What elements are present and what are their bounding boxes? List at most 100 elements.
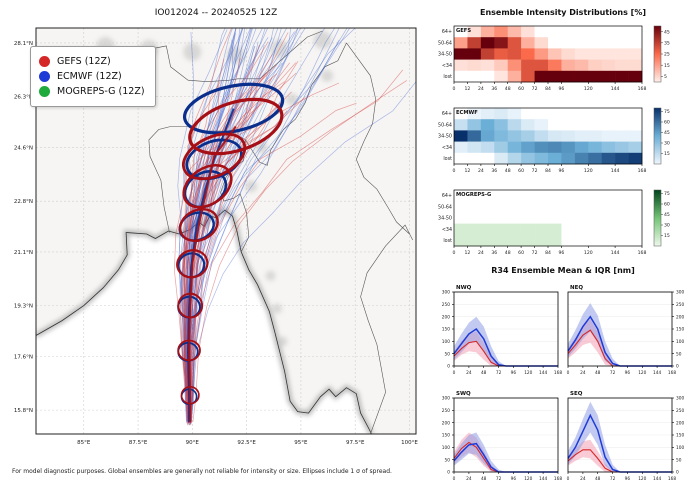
svg-text:0: 0 — [567, 476, 570, 482]
svg-text:168: 168 — [638, 250, 647, 256]
r34-chart-nwq: 0 24 48 72 96 120 144 168 0 50 100 150 200 250 300 NWQ — [432, 280, 563, 384]
svg-text:<34: <34 — [442, 63, 452, 69]
svg-text:50: 50 — [676, 457, 682, 463]
intensity-distributions-title: Ensemble Intensity Distributions [%] — [479, 8, 647, 17]
svg-text:0: 0 — [567, 370, 570, 376]
svg-text:300: 300 — [676, 396, 684, 402]
svg-text:72: 72 — [610, 476, 616, 482]
svg-text:168: 168 — [668, 370, 676, 376]
svg-text:24: 24 — [580, 370, 586, 376]
svg-text:150: 150 — [442, 327, 450, 333]
r34-chart-neq: 0 24 48 72 96 120 144 168 0 50 100 150 200 250 300 NEQ — [564, 280, 694, 384]
svg-text:22.8°N: 22.8°N — [14, 199, 33, 205]
svg-text:MOGREPS-G: MOGREPS-G — [456, 192, 491, 198]
svg-text:96: 96 — [558, 250, 564, 256]
svg-text:24: 24 — [466, 370, 472, 376]
svg-text:144: 144 — [653, 476, 661, 482]
svg-text:300: 300 — [676, 290, 684, 296]
svg-text:72: 72 — [496, 476, 502, 482]
svg-text:97.5°E: 97.5°E — [346, 440, 365, 446]
svg-text:120: 120 — [584, 86, 593, 92]
svg-text:96: 96 — [511, 476, 517, 482]
legend-item-gefs: GEFS (12Z) — [39, 56, 145, 67]
svg-text:24: 24 — [580, 476, 586, 482]
map-legend: GEFS (12Z) ECMWF (12Z) MOGREPS-G (12Z) — [30, 46, 156, 107]
svg-text:72: 72 — [496, 370, 502, 376]
svg-text:48: 48 — [505, 168, 511, 174]
svg-text:75: 75 — [664, 191, 670, 197]
svg-text:120: 120 — [638, 370, 646, 376]
svg-text:96: 96 — [625, 476, 631, 482]
svg-text:15: 15 — [664, 151, 670, 157]
svg-text:100: 100 — [442, 339, 450, 345]
svg-text:15: 15 — [664, 233, 670, 239]
svg-text:168: 168 — [638, 168, 647, 174]
svg-text:144: 144 — [611, 250, 620, 256]
svg-text:200: 200 — [676, 420, 684, 426]
svg-text:100: 100 — [676, 339, 684, 345]
svg-text:144: 144 — [653, 370, 661, 376]
svg-text:96: 96 — [625, 370, 631, 376]
svg-text:48: 48 — [481, 476, 487, 482]
map-svg: 15.8°N 17.6°N 19.3°N 21.1°N 22.8°N 24.6°N 26.3… — [14, 27, 418, 446]
svg-text:144: 144 — [611, 86, 620, 92]
svg-text:64+: 64+ — [442, 29, 452, 35]
svg-text:144: 144 — [539, 476, 547, 482]
svg-text:50-64: 50-64 — [438, 40, 452, 46]
svg-text:144: 144 — [539, 370, 547, 376]
svg-text:19.3°N: 19.3°N — [14, 304, 33, 310]
svg-text:60: 60 — [664, 120, 670, 126]
svg-text:36: 36 — [491, 86, 497, 92]
svg-text:50: 50 — [445, 457, 451, 463]
svg-text:50: 50 — [676, 351, 682, 357]
svg-text:72: 72 — [532, 250, 538, 256]
svg-text:95°E: 95°E — [294, 440, 308, 446]
svg-text:168: 168 — [638, 86, 647, 92]
svg-text:72: 72 — [610, 370, 616, 376]
svg-text:50-64: 50-64 — [438, 204, 452, 210]
svg-text:24: 24 — [478, 86, 484, 92]
svg-text:30: 30 — [664, 141, 670, 147]
svg-text:34-50: 34-50 — [438, 216, 452, 222]
svg-text:250: 250 — [442, 302, 450, 308]
svg-text:250: 250 — [442, 408, 450, 414]
svg-text:168: 168 — [554, 370, 562, 376]
svg-text:25: 25 — [664, 52, 670, 58]
svg-text:34-50: 34-50 — [438, 52, 452, 58]
svg-text:84: 84 — [545, 168, 551, 174]
svg-text:36: 36 — [491, 168, 497, 174]
svg-text:ECMWF: ECMWF — [456, 110, 478, 116]
svg-text:SWQ: SWQ — [456, 391, 471, 397]
svg-text:45: 45 — [664, 212, 670, 218]
svg-text:90°E: 90°E — [186, 440, 200, 446]
svg-text:24.6°N: 24.6°N — [14, 145, 33, 151]
svg-text:168: 168 — [554, 476, 562, 482]
svg-text:12: 12 — [464, 250, 470, 256]
svg-text:24: 24 — [478, 168, 484, 174]
svg-text:120: 120 — [524, 476, 532, 482]
svg-text:48: 48 — [595, 476, 601, 482]
r34-chart-swq: 0 24 48 72 96 120 144 168 0 50 100 150 200 250 300 SWQ — [432, 386, 563, 490]
svg-text:34-50: 34-50 — [438, 134, 452, 140]
gefs-marker-icon — [39, 56, 50, 67]
svg-text:96: 96 — [511, 370, 517, 376]
track-map: 15.8°N 17.6°N 19.3°N 21.1°N 22.8°N 24.6°N 26.3… — [10, 20, 422, 456]
svg-text:200: 200 — [442, 420, 450, 426]
svg-text:150: 150 — [442, 433, 450, 439]
intensity-panel-mogreps-g: 0 12 24 36 48 60 72 84 96 120 144 168 64+ 50-64 34-50 <… — [430, 184, 696, 266]
svg-text:0: 0 — [453, 250, 456, 256]
svg-text:15.8°N: 15.8°N — [14, 408, 33, 414]
intensity-panel-ecmwf: 0 12 24 36 48 60 72 84 96 120 144 168 64+ 50-64 34-50 <… — [430, 102, 696, 184]
svg-text:24: 24 — [478, 250, 484, 256]
mogreps-marker-icon — [39, 86, 50, 97]
svg-text:0: 0 — [447, 364, 450, 370]
svg-text:250: 250 — [676, 408, 684, 414]
svg-text:48: 48 — [481, 370, 487, 376]
storm-title: IO012024 -- 20240525 12Z — [154, 8, 278, 18]
svg-text:60: 60 — [664, 202, 670, 208]
svg-text:35: 35 — [664, 41, 670, 47]
svg-text:36: 36 — [491, 250, 497, 256]
svg-text:120: 120 — [638, 476, 646, 482]
svg-text:lost: lost — [443, 74, 452, 80]
legend-item-mogreps: MOGREPS-G (12Z) — [39, 86, 145, 97]
